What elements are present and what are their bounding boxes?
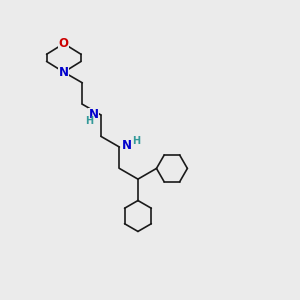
Text: N: N [88, 108, 98, 122]
Text: O: O [59, 37, 69, 50]
Text: H: H [85, 116, 94, 127]
Text: N: N [59, 66, 69, 79]
Text: N: N [122, 139, 132, 152]
Text: H: H [132, 136, 140, 146]
